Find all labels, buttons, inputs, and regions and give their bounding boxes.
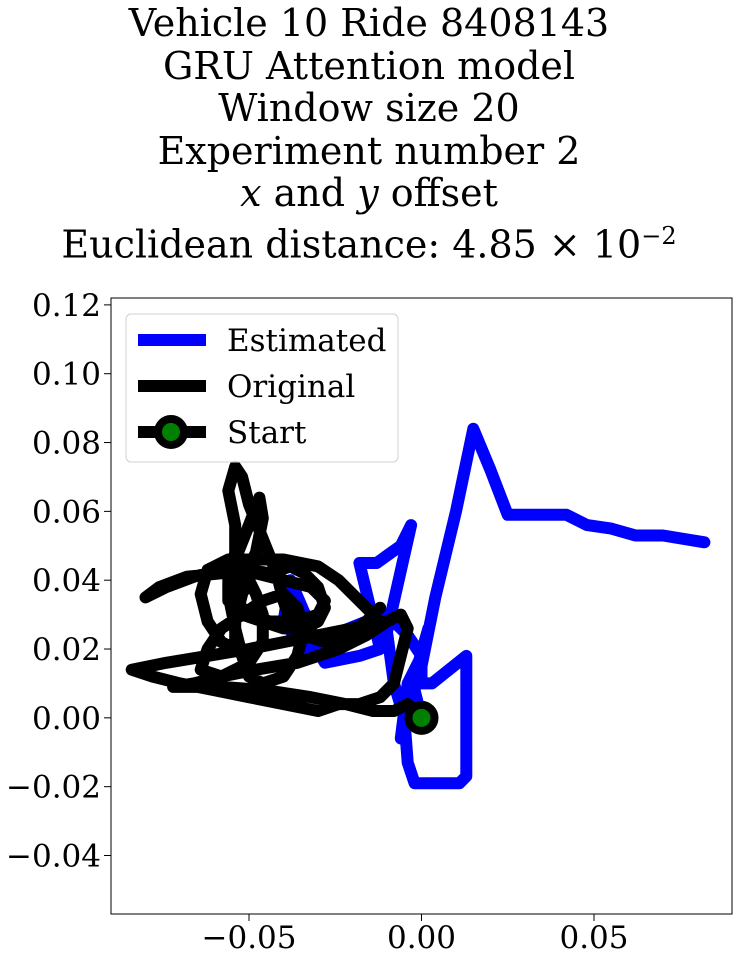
title-line-experiment: Experiment number 2 (157, 128, 581, 173)
legend-label-start: Start (227, 415, 307, 451)
series-line-original (125, 460, 428, 724)
chart-title: Vehicle 10 Ride 8408143 GRU Attention mo… (0, 2, 738, 266)
title-x-symbol: x (240, 171, 262, 215)
series-line-estimated (277, 422, 711, 790)
title-distance-exponent: −2 (641, 221, 677, 250)
y-tick-label: 0.02 (32, 632, 101, 668)
x-tick-label: 0.05 (559, 920, 628, 956)
title-offset-word: offset (378, 171, 498, 215)
legend-label-estimated: Estimated (227, 323, 386, 359)
title-and-word: and (261, 171, 358, 215)
plot-area (125, 422, 711, 790)
legend-label-original: Original (227, 369, 355, 405)
y-tick-label: −0.04 (6, 838, 101, 874)
y-tick-label: 0.06 (32, 494, 101, 530)
legend: Estimated Original Start (125, 313, 399, 463)
x-tick-label: 0.00 (387, 920, 456, 956)
title-y-symbol: y (357, 171, 379, 215)
title-distance-text: Euclidean distance: 4.85 × 10 (61, 222, 642, 267)
x-tick-label: −0.05 (202, 920, 297, 956)
legend-box (125, 313, 399, 463)
y-tick-label: 0.12 (32, 288, 101, 324)
y-tick-label: −0.02 (6, 770, 101, 806)
y-tick-label: 0.10 (32, 357, 101, 393)
y-tick-label: 0.08 (32, 426, 101, 462)
legend-start-marker (154, 415, 188, 449)
title-line-offset: x and y offset (0, 172, 738, 215)
y-tick-label: 0.04 (32, 563, 101, 599)
title-line-distance: Euclidean distance: 4.85 × 10−2 (0, 215, 738, 266)
y-tick-label: 0.00 (32, 701, 101, 737)
title-line-window: Window size 20 (218, 86, 520, 130)
title-line-model: GRU Attention model (162, 43, 576, 88)
start-marker (404, 700, 439, 735)
title-line-vehicle: Vehicle 10 Ride 8408143 (128, 1, 610, 45)
axis-ticks: −0.04 −0.02 0.00 0.02 0.04 0.06 0.08 0.10 0.12 −0… (6, 288, 629, 956)
